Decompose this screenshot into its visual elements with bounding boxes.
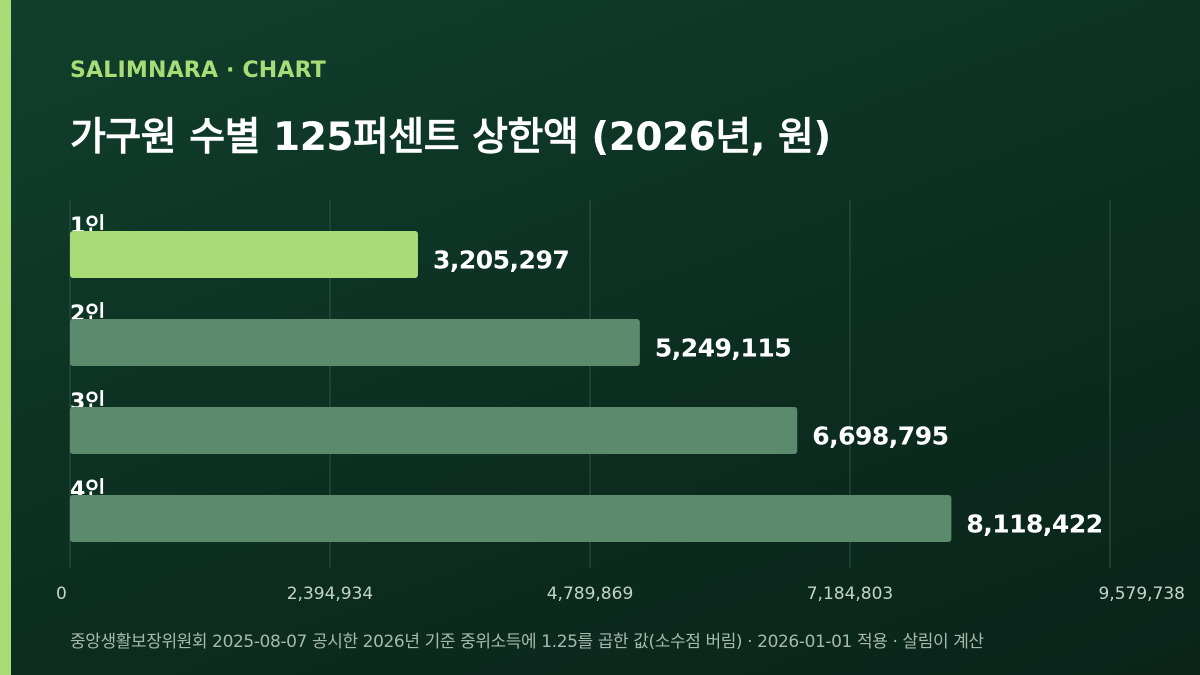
x-tick-label: 2,394,934 <box>287 584 374 604</box>
bar-group: 3인6,698,795 <box>70 390 949 454</box>
accent-stripe <box>0 0 11 675</box>
source-footnote: 중앙생활보장위원회 2025-08-07 공시한 2026년 기준 중위소득에 … <box>70 632 984 652</box>
bar-group: 2인5,249,115 <box>70 302 792 366</box>
x-tick-label: 7,184,803 <box>807 584 894 604</box>
value-label: 5,249,115 <box>655 334 791 363</box>
value-label: 6,698,795 <box>812 422 948 451</box>
x-axis-ticks: 0 2,394,934 4,789,869 7,184,803 9,579,738 <box>56 584 1185 604</box>
x-tick-label: 0 <box>56 584 67 604</box>
bar-group: 4인8,118,422 <box>70 478 1103 542</box>
bar <box>70 231 418 278</box>
bar <box>70 495 952 542</box>
brand-label: SALIMNARA · CHART <box>70 58 326 83</box>
bar-group: 1인3,205,297 <box>70 214 570 278</box>
bars: 1인3,205,297 2인5,249,115 3인6,698,795 4인8,118… <box>70 214 1103 542</box>
x-tick-label: 4,789,869 <box>547 584 634 604</box>
chart-title: 가구원 수별 125퍼센트 상한액 (2026년, 원) <box>70 115 831 160</box>
bar <box>70 407 798 454</box>
value-label: 3,205,297 <box>433 246 569 275</box>
bar <box>70 319 640 366</box>
value-label: 8,118,422 <box>966 510 1102 539</box>
x-tick-label: 9,579,738 <box>1098 584 1185 604</box>
